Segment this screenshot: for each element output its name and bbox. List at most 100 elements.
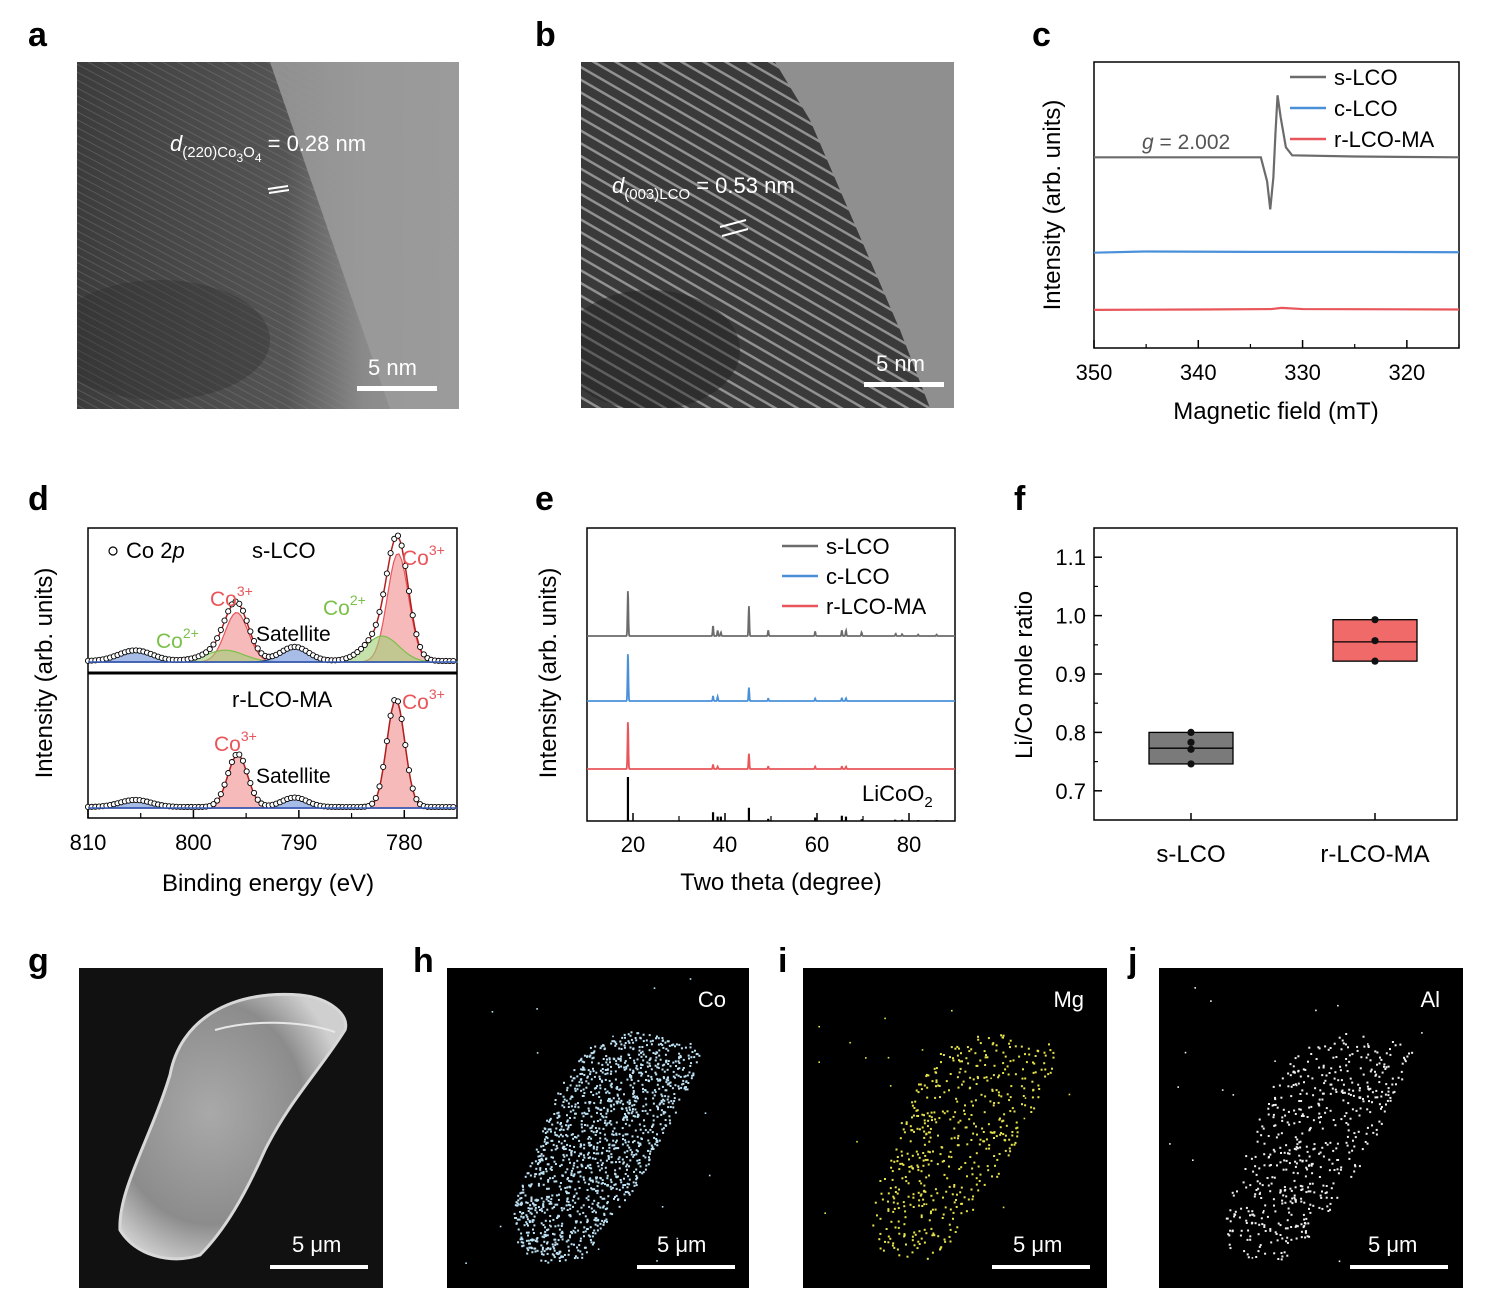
eds-dot	[525, 1221, 528, 1224]
eds-dot	[524, 1194, 527, 1197]
eds-dot	[619, 1101, 622, 1104]
eds-dot	[626, 1101, 629, 1104]
eds-dot	[995, 1135, 998, 1138]
eds-dot	[1287, 1072, 1290, 1075]
eds-dot	[654, 1071, 657, 1074]
eds-dot	[695, 1061, 698, 1064]
eds-dot	[1306, 1235, 1309, 1238]
eds-dot	[540, 1250, 543, 1253]
eds-dot	[588, 1102, 591, 1105]
eds-dot	[525, 1231, 528, 1234]
eds-dot	[1276, 1164, 1278, 1167]
eds-dot	[1334, 1124, 1337, 1127]
eds-dot	[1308, 1106, 1311, 1109]
eds-dot	[904, 1210, 907, 1213]
eds-dot	[650, 1078, 653, 1081]
eds-dot	[902, 1201, 905, 1204]
eds-dot	[1346, 1070, 1349, 1073]
eds-dot	[560, 1236, 563, 1239]
eds-dot	[582, 1231, 585, 1234]
data-point-d	[365, 637, 372, 644]
eds-dot	[586, 1124, 589, 1127]
eds-dot	[580, 1163, 583, 1166]
eds-dot	[1294, 1225, 1297, 1228]
eds-dot	[1313, 1147, 1316, 1150]
eds-dot	[517, 1203, 520, 1206]
eds-dot	[1288, 1211, 1291, 1214]
eds-dot	[885, 1228, 888, 1230]
eds-dot	[650, 1068, 653, 1071]
eds-dot	[626, 1078, 629, 1081]
eds-dot	[615, 1133, 618, 1136]
eds-dot	[644, 1109, 647, 1112]
eds-dot	[663, 1077, 665, 1080]
eds-dot	[1329, 1208, 1331, 1211]
eds-dot	[610, 1161, 613, 1164]
eds-dot	[1359, 1067, 1362, 1070]
eds-dot	[1303, 1224, 1306, 1227]
eds-dot	[612, 1103, 615, 1106]
eds-dot	[1227, 1233, 1230, 1236]
eds-dot	[894, 1226, 897, 1229]
eds-dot	[532, 1232, 535, 1234]
eds-dot	[598, 1075, 601, 1078]
eds-dot	[609, 1072, 612, 1075]
eds-dot	[527, 1239, 530, 1242]
tem-image-a	[77, 62, 459, 409]
eds-dot	[537, 1182, 540, 1185]
eds-dot	[1021, 1103, 1023, 1106]
eds-dot	[618, 1167, 621, 1170]
eds-dot	[604, 1208, 607, 1211]
eds-dot	[1352, 1139, 1354, 1142]
eds-dot	[1322, 1155, 1325, 1158]
eds-dot	[1302, 1068, 1305, 1071]
eds-dot	[1391, 1077, 1394, 1080]
eds-dot	[655, 1105, 658, 1108]
eds-map-h	[447, 968, 749, 1288]
eds-dot	[1374, 1070, 1376, 1073]
eds-dot	[1015, 1121, 1018, 1124]
eds-dot	[872, 1224, 875, 1227]
eds-dot	[644, 1129, 647, 1132]
eds-dot	[608, 1150, 611, 1153]
eds-dot	[692, 1074, 695, 1077]
eds-dot	[633, 1062, 636, 1064]
eds-dot	[1325, 1191, 1328, 1194]
eds-dot	[987, 1169, 990, 1172]
eds-dot	[986, 1056, 989, 1059]
eds-dot	[917, 1153, 919, 1156]
eds-dot	[615, 1194, 618, 1197]
eds-dot	[1345, 1112, 1348, 1115]
eds-dot	[1281, 1237, 1284, 1240]
eds-dot	[589, 1179, 592, 1182]
eds-dot	[591, 1202, 594, 1205]
eds-dot	[1249, 1235, 1252, 1238]
eds-dot	[976, 1133, 978, 1136]
eds-dot	[622, 1134, 625, 1137]
eds-dot	[684, 1046, 687, 1049]
eds-dot	[1371, 1101, 1373, 1104]
eds-dot	[643, 1119, 645, 1122]
eds-dot	[911, 1116, 913, 1119]
eds-dot	[677, 1085, 680, 1088]
eds-dot	[533, 1175, 536, 1178]
eds-dot	[595, 1217, 598, 1220]
eds-dot	[1349, 1077, 1352, 1080]
eds-dot	[999, 1133, 1002, 1136]
eds-dot	[609, 1084, 612, 1087]
eds-dot	[535, 1198, 538, 1201]
eds-dot	[635, 1064, 638, 1067]
eds-dot	[1286, 1227, 1289, 1230]
eds-dot	[619, 1059, 622, 1062]
eds-dot	[607, 1195, 610, 1198]
eds-dot	[529, 1174, 532, 1177]
eds-dot	[595, 1106, 598, 1109]
eds-dot	[573, 1162, 576, 1165]
eds-dot	[522, 1212, 525, 1214]
eds-dot	[612, 1097, 615, 1100]
eds-dot	[651, 1039, 654, 1042]
data-point-d	[387, 712, 394, 719]
eds-dot	[620, 1065, 623, 1068]
eds-dot	[1297, 1082, 1300, 1085]
eds-dot	[651, 1125, 653, 1128]
